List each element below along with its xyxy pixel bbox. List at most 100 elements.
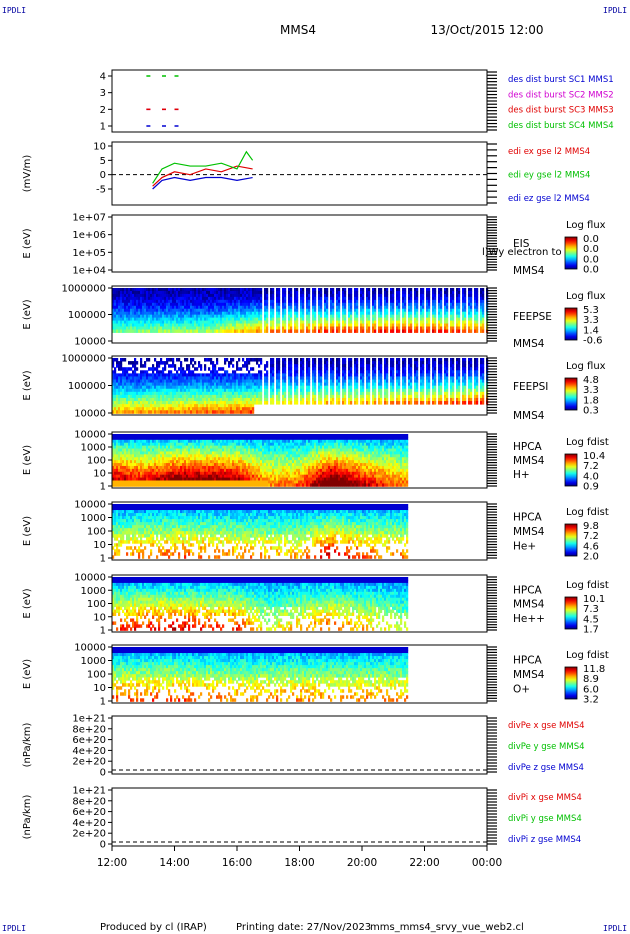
heat-cell bbox=[130, 326, 133, 330]
heat-cell bbox=[362, 379, 365, 384]
heat-cell bbox=[282, 364, 285, 368]
heat-cell bbox=[114, 388, 117, 393]
heat-cell bbox=[282, 373, 285, 377]
heat-cell bbox=[438, 320, 441, 325]
heat-cell bbox=[330, 358, 333, 362]
heat-cell bbox=[308, 308, 311, 313]
heat-cell bbox=[190, 305, 193, 310]
heat-cell bbox=[124, 401, 127, 405]
heat-cell bbox=[114, 474, 117, 479]
heat-cell bbox=[120, 326, 123, 330]
heat-cell bbox=[130, 311, 133, 316]
heat-cell bbox=[368, 361, 371, 365]
panel-frame bbox=[111, 141, 488, 206]
heat-cell bbox=[162, 370, 165, 374]
heat-cell bbox=[212, 323, 215, 327]
heat-cell bbox=[224, 385, 227, 390]
heat-cell bbox=[136, 308, 139, 313]
heat-cell bbox=[226, 391, 229, 396]
heat-cell bbox=[342, 358, 345, 362]
heat-cell bbox=[432, 397, 435, 402]
heat-cell bbox=[112, 465, 115, 470]
heat-cell bbox=[238, 317, 241, 322]
corner-tag-top-right: IPDLI bbox=[603, 6, 627, 15]
heat-cell bbox=[324, 385, 327, 390]
heat-cell bbox=[228, 314, 231, 319]
heat-cell bbox=[214, 302, 217, 307]
heat-cell bbox=[234, 308, 237, 313]
heat-cell bbox=[112, 370, 115, 374]
heat-cell bbox=[196, 391, 199, 396]
heat-cell bbox=[336, 358, 339, 362]
heat-cell bbox=[256, 314, 259, 319]
heat-cell bbox=[130, 308, 133, 313]
heat-cell bbox=[264, 314, 267, 319]
heat-cell bbox=[126, 288, 129, 292]
heat-cell bbox=[224, 305, 227, 310]
heat-cell bbox=[450, 358, 453, 362]
heat-cell bbox=[338, 376, 341, 380]
heat-cell bbox=[306, 317, 309, 322]
heat-cell bbox=[404, 317, 407, 322]
heat-cell bbox=[134, 361, 137, 365]
heat-cell bbox=[366, 320, 369, 325]
heat-cell bbox=[294, 394, 297, 399]
heat-cell bbox=[312, 394, 315, 399]
heat-cell bbox=[118, 308, 121, 313]
heat-cell bbox=[244, 373, 247, 377]
heat-cell bbox=[166, 388, 169, 393]
heat-cell bbox=[218, 323, 221, 327]
heat-cell bbox=[136, 394, 139, 399]
heat-cell bbox=[414, 317, 417, 322]
heat-cell bbox=[124, 442, 127, 447]
heat-cell bbox=[202, 290, 205, 295]
heat-cell bbox=[464, 302, 467, 307]
heat-cell bbox=[122, 439, 125, 444]
heat-cell bbox=[336, 311, 339, 316]
heat-cell bbox=[336, 394, 339, 399]
heat-cell bbox=[132, 471, 135, 476]
heat-cell bbox=[156, 367, 159, 371]
heat-cell bbox=[342, 305, 345, 310]
heat-cell bbox=[126, 480, 129, 484]
heat-cell bbox=[290, 373, 293, 377]
heat-cell bbox=[126, 404, 129, 408]
heat-cell bbox=[210, 407, 213, 411]
heat-cell bbox=[356, 326, 359, 330]
heat-cell bbox=[308, 305, 311, 310]
heat-cell bbox=[228, 388, 231, 393]
heat-cell bbox=[250, 323, 253, 327]
heat-cell bbox=[252, 376, 255, 380]
heat-cell bbox=[290, 367, 293, 371]
heat-cell bbox=[136, 382, 139, 387]
heat-cell bbox=[480, 326, 483, 330]
colorbar-title: Log flux bbox=[566, 291, 606, 302]
heat-cell bbox=[118, 299, 121, 304]
heat-cell bbox=[434, 326, 437, 330]
heat-cell bbox=[360, 379, 363, 384]
heat-cell bbox=[244, 407, 247, 411]
heat-cell bbox=[464, 311, 467, 316]
heat-cell bbox=[186, 329, 189, 333]
heat-cell bbox=[144, 364, 147, 368]
heat-cell bbox=[468, 288, 471, 292]
heat-cell bbox=[188, 299, 191, 304]
heat-cell bbox=[324, 323, 327, 327]
heat-cell bbox=[222, 308, 225, 313]
heat-cell bbox=[136, 480, 139, 484]
heat-cell bbox=[242, 385, 245, 390]
heat-cell bbox=[128, 317, 131, 322]
heat-cell bbox=[326, 379, 329, 384]
heat-cell bbox=[398, 305, 401, 310]
heat-cell bbox=[170, 299, 173, 304]
heat-cell bbox=[142, 308, 145, 313]
heat-cell bbox=[226, 323, 229, 327]
heat-cell bbox=[384, 379, 387, 384]
heat-cell bbox=[318, 397, 321, 402]
heat-cell bbox=[470, 364, 473, 368]
heat-cell bbox=[172, 329, 175, 333]
heat-cell bbox=[480, 367, 483, 371]
heat-cell bbox=[276, 326, 279, 330]
heat-cell bbox=[212, 302, 215, 307]
heat-cell bbox=[136, 448, 139, 452]
